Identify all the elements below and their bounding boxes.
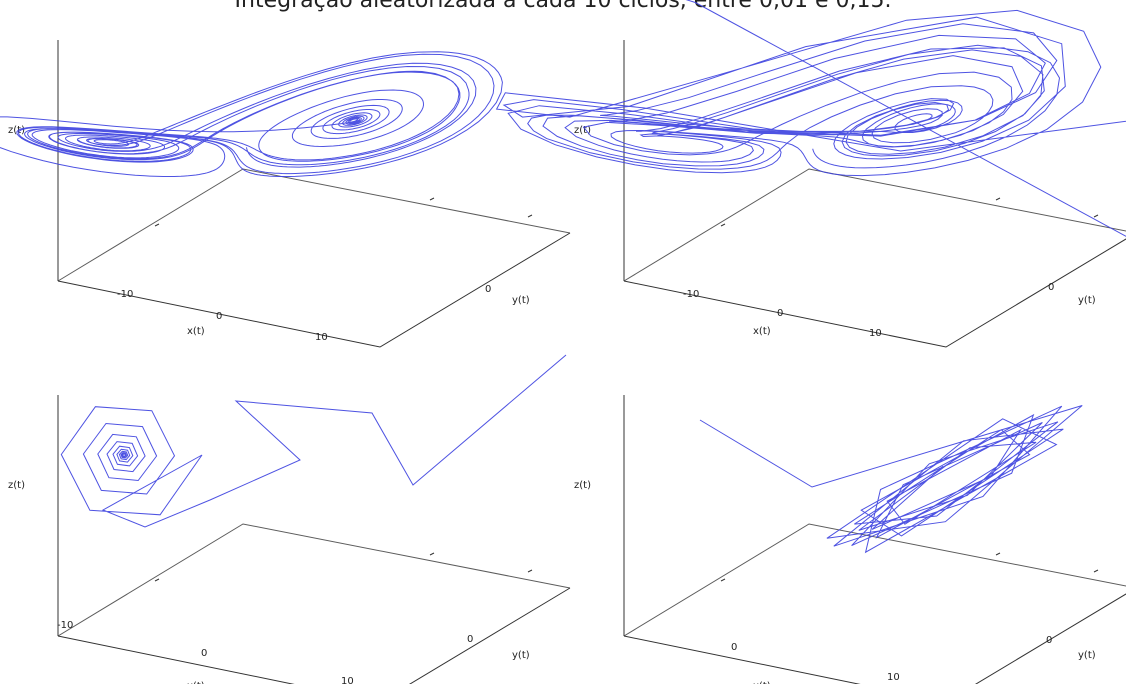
axis-floor-back — [623, 523, 1126, 637]
axis-floor-front — [623, 238, 1126, 348]
axis-floor-back — [623, 168, 1126, 282]
y-axis-label: y(t) — [1078, 650, 1096, 661]
z-axis-label: z(t) — [574, 125, 591, 136]
tick-mark — [720, 578, 726, 582]
tick-mark — [527, 214, 533, 218]
x-tick-label: 0 — [777, 308, 783, 319]
tick-mark — [429, 197, 435, 201]
z-axis-label: z(t) — [574, 480, 591, 491]
tick-mark — [154, 223, 160, 227]
x-tick-label: 0 — [731, 642, 737, 653]
axis-floor-back — [57, 523, 571, 637]
x-tick-label: 10 — [341, 676, 354, 684]
trajectory-3 — [60, 354, 567, 528]
y-axis-label: y(t) — [1078, 295, 1096, 306]
y-tick-label: 0 — [467, 634, 473, 645]
tick-mark — [995, 197, 1001, 201]
axis-floor-front — [623, 593, 1126, 684]
tick-mark — [154, 578, 160, 582]
y-axis-label: y(t) — [512, 295, 530, 306]
tick-mark — [1093, 214, 1099, 218]
axis-floor-back — [57, 168, 571, 282]
tick-mark — [527, 569, 533, 573]
tick-mark — [995, 552, 1001, 556]
y-tick-label: 0 — [1048, 282, 1054, 293]
y-axis-label: y(t) — [512, 650, 530, 661]
tick-mark — [1093, 569, 1099, 573]
x-axis-label: x(t) — [753, 326, 771, 337]
tick-mark — [720, 223, 726, 227]
trajectory-2 — [495, 0, 1126, 237]
x-tick-label: 10 — [315, 332, 328, 343]
x-tick-label: 0 — [216, 311, 222, 322]
x-axis-label: x(t) — [187, 681, 205, 684]
x-tick-label: -10 — [117, 289, 133, 300]
x-axis-label: x(t) — [753, 681, 771, 684]
x-tick-label: -10 — [683, 289, 699, 300]
axis-floor-front — [57, 232, 571, 348]
y-tick-label: 0 — [1046, 635, 1052, 646]
y-tick-label: 0 — [485, 284, 491, 295]
axis-floor-front — [57, 587, 571, 684]
tick-mark — [429, 552, 435, 556]
x-axis-label: x(t) — [187, 326, 205, 337]
trajectory-1 — [0, 51, 503, 177]
z-axis-label: z(t) — [8, 125, 25, 136]
panel-1: z(t) y(t) x(t) — [8, 40, 571, 348]
trajectory-4 — [699, 405, 1083, 554]
panel-3: z(t) y(t) x(t) — [8, 395, 571, 684]
x-tick-label: 10 — [869, 328, 882, 339]
z-axis-label: z(t) — [8, 480, 25, 491]
x-tick-label: -10 — [57, 620, 73, 631]
x-tick-label: 10 — [887, 672, 900, 683]
x-tick-label: 0 — [201, 648, 207, 659]
panel-2: z(t) y(t) x(t) — [574, 40, 1126, 348]
chart-title: Integração aleatorizada a cada 10 ciclos… — [234, 0, 892, 13]
panel-4: z(t) y(t) x(t) — [574, 395, 1126, 684]
